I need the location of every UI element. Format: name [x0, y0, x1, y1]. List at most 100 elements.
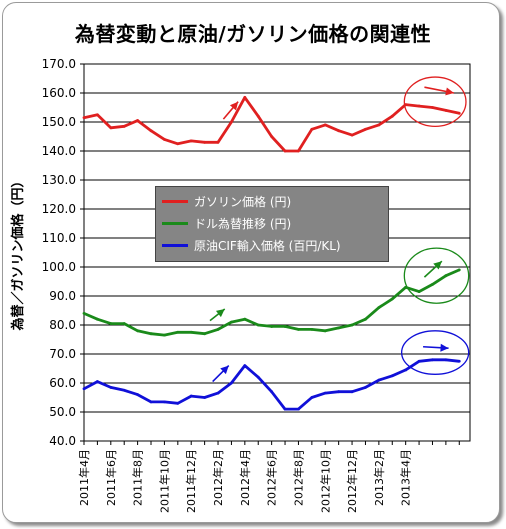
y-tick-label: 130.0 [42, 173, 76, 187]
x-tick-label: 2013年2月 [372, 449, 386, 506]
x-tick-label: 2012年10月 [318, 449, 332, 513]
y-tick-label: 120.0 [42, 202, 76, 216]
series-0-point [377, 123, 381, 127]
series-2-point [350, 390, 354, 394]
y-tick-label: 70.0 [49, 347, 76, 361]
series-2-point [297, 407, 300, 411]
y-tick-label: 110.0 [42, 231, 76, 245]
legend-label: 原油CIF輸入価格 (百円/KL) [194, 238, 341, 253]
series-0-point [216, 140, 220, 144]
y-tick-label: 90.0 [49, 289, 76, 303]
y-tick-label: 100.0 [42, 260, 76, 274]
series-0-point [310, 127, 314, 131]
annotation-ellipse [403, 76, 467, 127]
legend-item: 原油CIF輸入価格 (百円/KL) [162, 235, 341, 255]
series-1-point [216, 327, 220, 331]
series-0-point [203, 140, 207, 144]
series-2-point [390, 374, 394, 378]
series-0-point [109, 126, 113, 130]
series-2-point [163, 400, 166, 404]
series-1-point [256, 323, 260, 327]
series-1-point [364, 317, 367, 321]
series-1-point [377, 306, 381, 309]
series-2-point [189, 394, 193, 398]
x-tick-label: 2013年4月 [399, 449, 413, 506]
annotation-ellipse [400, 330, 470, 375]
series-1-point [417, 290, 421, 294]
series-2-point [109, 385, 113, 389]
series-0-point [417, 104, 421, 108]
series-2-point [337, 390, 341, 394]
series-1-point [270, 325, 274, 328]
annotation-arrowhead [440, 343, 449, 352]
series-0-point [350, 133, 354, 137]
series-1-point [163, 333, 166, 337]
series-1-point [457, 268, 461, 272]
series-0-point [136, 119, 140, 122]
series-2-point [364, 385, 367, 389]
series-1-point [109, 322, 113, 325]
series-1-point [323, 329, 327, 333]
series-0-point [337, 129, 341, 133]
series-2-point [216, 391, 220, 395]
series-1-point [149, 332, 153, 336]
series-0-point [189, 139, 193, 143]
y-tick-label: 170.0 [42, 57, 76, 71]
series-1-point [203, 332, 207, 336]
x-tick-label: 2012年4月 [238, 449, 252, 506]
series-2-point [310, 396, 314, 399]
series-1-point [310, 327, 314, 331]
y-tick-label: 140.0 [42, 144, 76, 158]
series-2-point [444, 358, 448, 362]
series-2-point [203, 396, 207, 399]
series-0-point [364, 127, 367, 131]
series-1-point [96, 317, 99, 321]
series-1-point [243, 317, 247, 321]
series-0-point [82, 116, 86, 120]
series-2-point [270, 390, 274, 394]
y-tick-label: 160.0 [42, 86, 76, 100]
series-1-point [337, 326, 341, 330]
series-2-point [82, 387, 86, 391]
legend-swatch [162, 221, 188, 225]
y-tick-label: 80.0 [49, 318, 76, 332]
series-0-point [256, 114, 260, 118]
series-0-point [230, 120, 233, 124]
series-0-point [163, 138, 166, 141]
series-1-point [230, 320, 233, 324]
series-1-point [297, 327, 300, 331]
series-1-point [444, 274, 448, 278]
legend-item: ガソリン価格 (円) [162, 191, 291, 211]
series-2-point [230, 381, 233, 385]
series-2-point [122, 388, 126, 392]
x-tick-label: 2012年2月 [211, 449, 225, 506]
legend-swatch [162, 243, 188, 247]
x-tick-label: 2011年12月 [184, 449, 198, 513]
series-2-point [96, 380, 99, 383]
series-2-point [323, 391, 327, 395]
annotation-arrowhead [220, 365, 229, 375]
series-2-point [149, 400, 153, 404]
series-2-point [243, 364, 247, 367]
series-2-point [256, 375, 260, 379]
series-1-point [82, 312, 86, 315]
x-tick-label: 2011年4月 [77, 449, 91, 506]
annotation-arrowhead [445, 87, 454, 96]
series-0-point [457, 111, 461, 115]
chart-title: 為替変動と原油/ガソリン価格の関連性 [74, 22, 432, 46]
series-2-point [404, 368, 408, 372]
legend-swatch [162, 199, 188, 203]
annotation-arrowhead [215, 309, 225, 318]
annotation-ellipse [403, 247, 470, 304]
y-tick-label: 60.0 [49, 376, 76, 390]
series-2-point [176, 401, 180, 405]
series-1-point [350, 323, 354, 327]
series-2-point [283, 407, 287, 411]
y-tick-label: 40.0 [49, 434, 76, 448]
series-0-point [122, 124, 126, 128]
series-0-point [390, 114, 394, 118]
series-1-point [136, 329, 140, 333]
chart-legend: ガソリン価格 (円) ドル為替推移 (円) 原油CIF輸入価格 (百円/KL) [155, 186, 389, 262]
legend-label: ガソリン価格 (円) [194, 194, 292, 209]
series-0-point [431, 106, 434, 109]
